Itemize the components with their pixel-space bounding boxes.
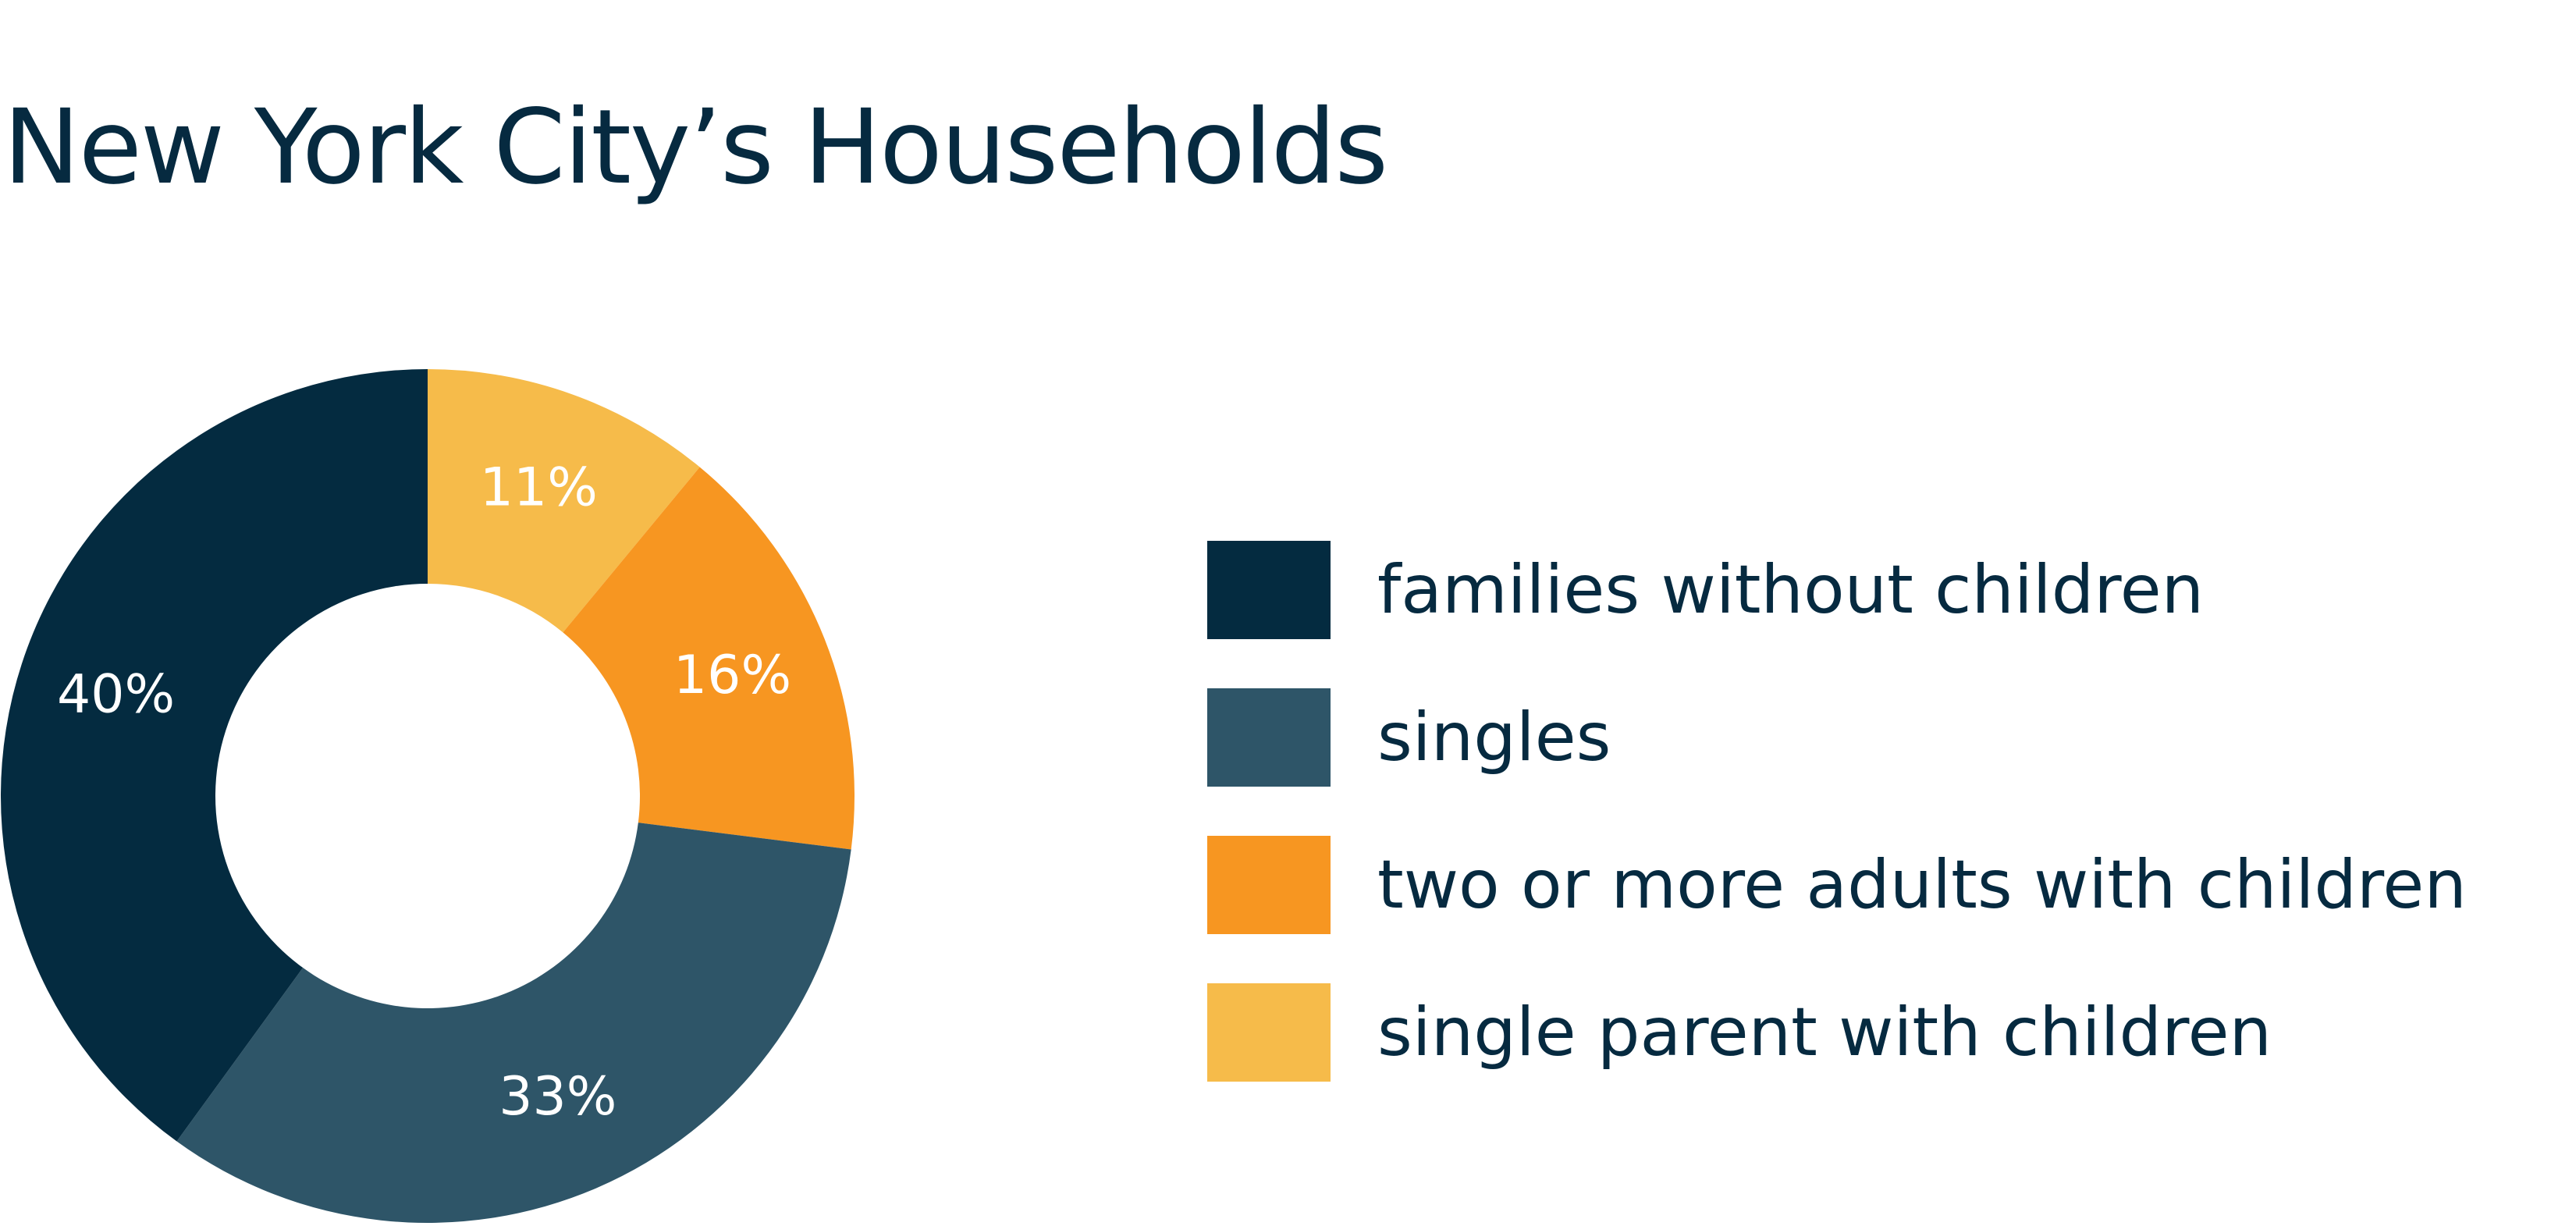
legend-label: singles (1377, 698, 1611, 776)
slice-value-label: 16% (673, 645, 791, 706)
legend-item: single parent with children (1207, 983, 2534, 1082)
donut-chart: 11% 16% 33% 40% (0, 369, 855, 1223)
donut-slice-single-parent-with-children (428, 369, 700, 633)
donut-slice-singles (176, 823, 851, 1223)
donut-slice-two-or-more-adults-with-children (563, 467, 855, 850)
legend-swatch (1207, 541, 1331, 639)
slice-value-label: 40% (57, 664, 175, 726)
legend-label: two or more adults with children (1377, 846, 2467, 924)
chart-legend: families without children singles two or m… (1207, 541, 2534, 1131)
legend-item: two or more adults with children (1207, 836, 2534, 934)
legend-item: singles (1207, 688, 2534, 787)
legend-swatch (1207, 688, 1331, 787)
legend-swatch (1207, 836, 1331, 934)
donut-slice-families-without-children (0, 369, 428, 1142)
legend-label: single parent with children (1377, 993, 2272, 1071)
legend-item: families without children (1207, 541, 2534, 639)
chart-title: New York City’s Households (3, 87, 1388, 208)
slice-value-label: 33% (499, 1066, 616, 1128)
legend-swatch (1207, 983, 1331, 1082)
legend-label: families without children (1377, 551, 2205, 629)
slice-value-label: 11% (480, 457, 598, 518)
